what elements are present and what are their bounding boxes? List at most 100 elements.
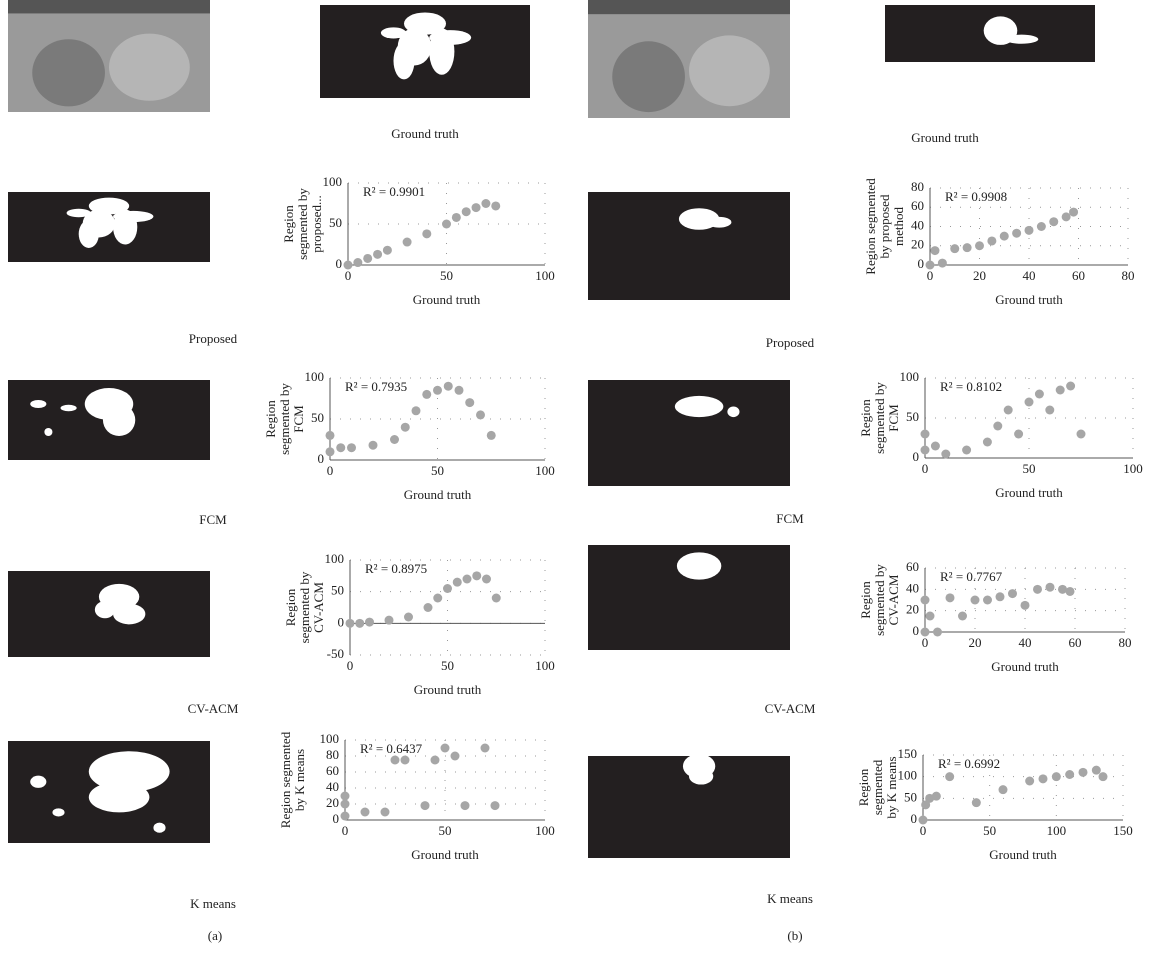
scatter-point [326, 447, 335, 456]
scatter-point [921, 446, 930, 455]
x-tick-label: 100 [1047, 823, 1067, 838]
x-tick-label: 100 [535, 658, 555, 673]
blob [52, 808, 64, 816]
thermal-region [109, 34, 190, 101]
y-tick-label: 100 [325, 551, 345, 566]
blob [89, 782, 150, 813]
scatter-point [383, 246, 392, 255]
scatter-point [1021, 601, 1030, 610]
y-tick-label: 0 [913, 449, 920, 464]
blob [30, 400, 46, 408]
y-tick-label: 40 [326, 779, 339, 794]
annotation: R² = 0.9901 [363, 184, 425, 199]
scatter-point [983, 438, 992, 447]
y-tick-label: 0 [336, 256, 343, 271]
x-axis-title: Ground truth [995, 485, 1063, 500]
thermal-region [612, 41, 685, 112]
y-tick-label: 60 [911, 198, 924, 213]
scatter-point [481, 199, 490, 208]
y-tick-label: 60 [906, 559, 919, 574]
scatter-point [401, 423, 410, 432]
scatter-point [452, 213, 461, 222]
scatter-point [1079, 768, 1088, 777]
y-axis-title: CV-ACM [886, 574, 901, 625]
y-tick-label: 0 [338, 614, 345, 629]
y-axis-title: by K means [292, 749, 307, 811]
scatter-point [1062, 212, 1071, 221]
y-axis-title: segmented [870, 759, 885, 815]
y-tick-label: 0 [913, 623, 920, 638]
scatter-point [1056, 386, 1065, 395]
scatter-point [487, 431, 496, 440]
scatter-point [341, 792, 350, 801]
y-axis-title: CV-ACM [311, 582, 326, 633]
y-tick-label: 0 [918, 256, 925, 271]
scatter-point [1014, 430, 1023, 439]
x-axis-title: Ground truth [991, 659, 1059, 674]
segmentation-image [8, 192, 210, 262]
x-tick-label: 50 [441, 658, 454, 673]
y-tick-label: 100 [900, 369, 920, 384]
thermal-region [689, 35, 770, 106]
x-axis-title: Ground truth [989, 847, 1057, 862]
scatter-point [993, 422, 1002, 431]
caption: Ground truth [391, 126, 459, 141]
blob [689, 768, 713, 784]
y-axis-title: segmented by [872, 382, 887, 454]
y-tick-label: 20 [326, 795, 339, 810]
scatter-point [424, 603, 433, 612]
x-tick-label: 0 [342, 823, 349, 838]
y-tick-label: 150 [898, 746, 918, 761]
blob [394, 42, 415, 79]
scatter-point [1008, 589, 1017, 598]
scatter-point [433, 386, 442, 395]
y-tick-label: 100 [898, 768, 918, 783]
scatter-point [1025, 777, 1034, 786]
blob [95, 601, 115, 618]
segmentation-image [8, 741, 210, 843]
image-background [588, 192, 790, 300]
image-background [588, 380, 790, 486]
scatter-point [326, 431, 335, 440]
y-axis-title: segmented by [277, 383, 292, 455]
scatter-point [1065, 770, 1074, 779]
x-tick-label: 80 [1122, 268, 1135, 283]
scatter-point [1025, 398, 1034, 407]
scatter-point [1069, 208, 1078, 217]
segmentation-image [588, 192, 790, 300]
scatter-point [983, 596, 992, 605]
scatter-point [932, 792, 941, 801]
y-axis-title: segmented by [872, 564, 887, 636]
blob [707, 217, 731, 228]
scatter-point [481, 744, 490, 753]
scatter-point [442, 220, 451, 229]
caption: K means [767, 891, 813, 906]
scatter-point [1037, 222, 1046, 231]
y-tick-label: 100 [323, 174, 343, 189]
y-tick-label: 50 [329, 215, 342, 230]
x-tick-label: 100 [535, 463, 555, 478]
y-axis-title: proposed... [309, 195, 324, 252]
scatter-point [1000, 232, 1009, 241]
scatter-point [963, 243, 972, 252]
scatter-point [453, 578, 462, 587]
y-tick-label: 40 [911, 217, 924, 232]
scatter-point [462, 207, 471, 216]
annotation: R² = 0.8102 [940, 379, 1002, 394]
x-tick-label: 20 [969, 635, 982, 650]
scatter-point [463, 575, 472, 584]
scatter-point [422, 390, 431, 399]
y-tick-label: 20 [911, 237, 924, 252]
y-tick-label: 0 [318, 451, 325, 466]
scatter-point [1049, 217, 1058, 226]
y-tick-label: 80 [911, 179, 924, 194]
y-axis-title: Region [283, 588, 298, 626]
scatter-point [476, 410, 485, 419]
scatter-point [341, 812, 350, 821]
annotation: R² = 0.8975 [365, 561, 427, 576]
scatter-point [472, 203, 481, 212]
y-tick-label: -50 [327, 646, 344, 661]
scatter-point [1099, 772, 1108, 781]
scatter-point [369, 441, 378, 450]
blob [44, 428, 52, 436]
